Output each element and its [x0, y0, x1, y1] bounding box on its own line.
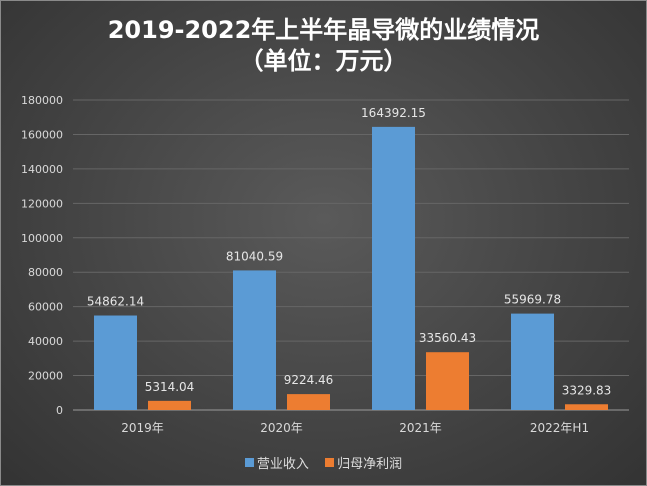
y-tick-label: 80000 — [28, 266, 63, 279]
y-tick-label: 120000 — [21, 197, 63, 210]
bar-net-profit — [426, 352, 469, 410]
x-tick-label: 2019年 — [121, 421, 164, 435]
bar-net-profit — [287, 394, 330, 410]
y-tick-label: 160000 — [21, 128, 63, 141]
y-tick-label: 60000 — [28, 301, 63, 314]
legend-label-revenue: 营业收入 — [256, 457, 309, 472]
bar-revenue — [94, 315, 137, 410]
y-tick-label: 40000 — [28, 335, 63, 348]
y-tick-label: 140000 — [21, 163, 63, 176]
chart-title: 2019-2022年上半年晶导微的业绩情况 — [107, 16, 540, 44]
bar-revenue — [511, 313, 554, 410]
data-label-revenue: 54862.14 — [87, 295, 144, 309]
data-label-net-profit: 3329.83 — [562, 383, 612, 397]
bar-net-profit — [148, 400, 191, 410]
data-label-revenue: 164392.15 — [361, 106, 426, 120]
legend-label-net-profit: 归母净利润 — [337, 457, 403, 472]
data-label-net-profit: 5314.04 — [145, 380, 195, 394]
x-tick-label: 2021年 — [399, 421, 442, 435]
legend-item-net-profit: 归母净利润 — [325, 453, 402, 472]
bar-net-profit — [565, 404, 608, 410]
legend-item-revenue: 营业收入 — [244, 453, 309, 472]
data-label-net-profit: 33560.43 — [419, 331, 476, 345]
data-label-revenue: 81040.59 — [226, 249, 283, 263]
legend-swatch-net-profit — [325, 458, 335, 467]
data-label-revenue: 55969.78 — [504, 293, 561, 307]
data-label-net-profit: 9224.46 — [284, 373, 334, 387]
x-tick-label: 2020年 — [260, 421, 303, 435]
bar-revenue — [372, 126, 415, 410]
y-tick-label: 20000 — [28, 370, 63, 383]
chart-subtitle: （单位：万元） — [239, 47, 408, 75]
legend: 营业收入 归母净利润 — [1, 453, 646, 472]
bar-revenue — [233, 270, 276, 410]
x-tick-label: 2022年H1 — [530, 421, 589, 435]
y-tick-label: 180000 — [21, 94, 63, 107]
y-tick-label: 100000 — [21, 232, 63, 245]
legend-swatch-revenue — [244, 458, 254, 467]
y-tick-label: 0 — [56, 404, 63, 417]
